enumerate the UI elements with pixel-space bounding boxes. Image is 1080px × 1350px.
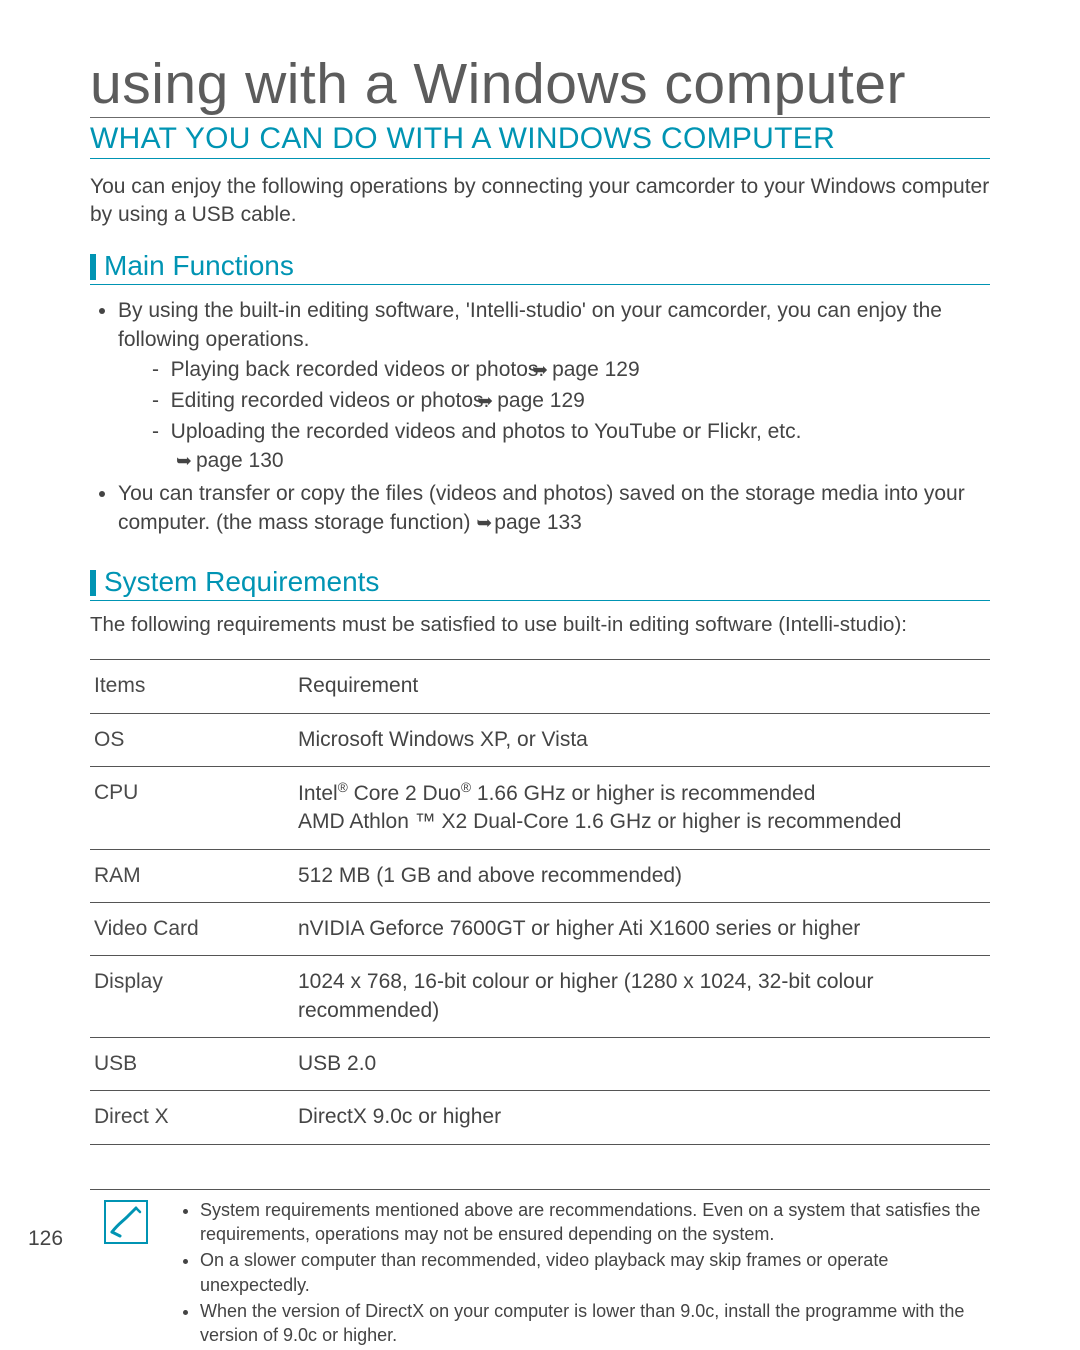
table-row: USB USB 2.0	[90, 1038, 990, 1091]
page-ref: page 133	[494, 511, 582, 534]
list-text: By using the built-in editing software, …	[118, 299, 942, 351]
table-row: Display 1024 x 768, 16-bit colour or hig…	[90, 956, 990, 1038]
page-number: 126	[28, 1227, 63, 1251]
list-item: - Uploading the recorded videos and phot…	[152, 418, 990, 476]
table-row: OS Microsoft Windows XP, or Vista	[90, 713, 990, 766]
table-cell-req: 512 MB (1 GB and above recommended)	[294, 849, 990, 902]
table-cell-item: Display	[90, 956, 294, 1038]
table-row: Direct X DirectX 9.0c or higher	[90, 1091, 990, 1144]
table-cell-item: USB	[90, 1038, 294, 1091]
chapter-title: using with a Windows computer	[90, 55, 990, 118]
table-cell-item: RAM	[90, 849, 294, 902]
main-functions-list: By using the built-in editing software, …	[90, 297, 990, 539]
list-item: System requirements mentioned above are …	[200, 1198, 990, 1247]
table-cell-req: DirectX 9.0c or higher	[294, 1091, 990, 1144]
text: AMD Athlon ™ X2 Dual-Core 1.6 GHz or hig…	[298, 810, 901, 833]
table-cell-item: Video Card	[90, 903, 294, 956]
table-cell-item: CPU	[90, 766, 294, 849]
note-block: System requirements mentioned above are …	[90, 1189, 990, 1350]
text: Core 2 Duo	[348, 782, 461, 805]
table-cell-req: Microsoft Windows XP, or Vista	[294, 713, 990, 766]
table-header-items: Items	[90, 660, 294, 713]
section-intro: You can enjoy the following operations b…	[90, 173, 990, 230]
table-cell-req: 1024 x 768, 16-bit colour or higher (128…	[294, 956, 990, 1038]
table-cell-item: Direct X	[90, 1091, 294, 1144]
list-text: Editing recorded videos or photos.	[171, 389, 490, 412]
list-text: Playing back recorded videos or photos.	[171, 358, 545, 381]
table-row: Items Requirement	[90, 660, 990, 713]
table-cell-req: nVIDIA Geforce 7600GT or higher Ati X160…	[294, 903, 990, 956]
note-icon	[104, 1200, 148, 1244]
list-item: By using the built-in editing software, …	[118, 297, 990, 477]
heading-main-functions: Main Functions	[90, 250, 990, 285]
list-item: When the version of DirectX on your comp…	[200, 1299, 990, 1348]
page-ref: page 129	[552, 358, 640, 381]
list-item: - Editing recorded videos or photos. ➥pa…	[152, 387, 990, 416]
table-cell-req: Intel® Core 2 Duo® 1.66 GHz or higher is…	[294, 766, 990, 849]
registered-icon: ®	[461, 780, 471, 795]
requirements-table: Items Requirement OS Microsoft Windows X…	[90, 659, 990, 1144]
notes-list: System requirements mentioned above are …	[178, 1198, 990, 1350]
table-row: CPU Intel® Core 2 Duo® 1.66 GHz or highe…	[90, 766, 990, 849]
list-item: You can transfer or copy the files (vide…	[118, 480, 990, 538]
heading-system-requirements: System Requirements	[90, 566, 990, 601]
section-title: WHAT YOU CAN DO WITH A WINDOWS COMPUTER	[90, 122, 990, 159]
text: 1.66 GHz or higher is recommended	[471, 782, 815, 805]
table-header-requirement: Requirement	[294, 660, 990, 713]
text: Intel	[298, 782, 338, 805]
list-item: On a slower computer than recommended, v…	[200, 1248, 990, 1297]
page-ref: page 129	[497, 389, 585, 412]
table-row: Video Card nVIDIA Geforce 7600GT or high…	[90, 903, 990, 956]
table-cell-item: OS	[90, 713, 294, 766]
page-ref-icon: ➥	[476, 511, 492, 537]
list-item: - Playing back recorded videos or photos…	[152, 356, 990, 385]
registered-icon: ®	[338, 780, 348, 795]
table-row: RAM 512 MB (1 GB and above recommended)	[90, 849, 990, 902]
list-text: Uploading the recorded videos and photos…	[171, 420, 802, 443]
page-ref: page 130	[196, 449, 284, 472]
table-cell-req: USB 2.0	[294, 1038, 990, 1091]
system-requirements-intro: The following requirements must be satis…	[90, 613, 990, 637]
